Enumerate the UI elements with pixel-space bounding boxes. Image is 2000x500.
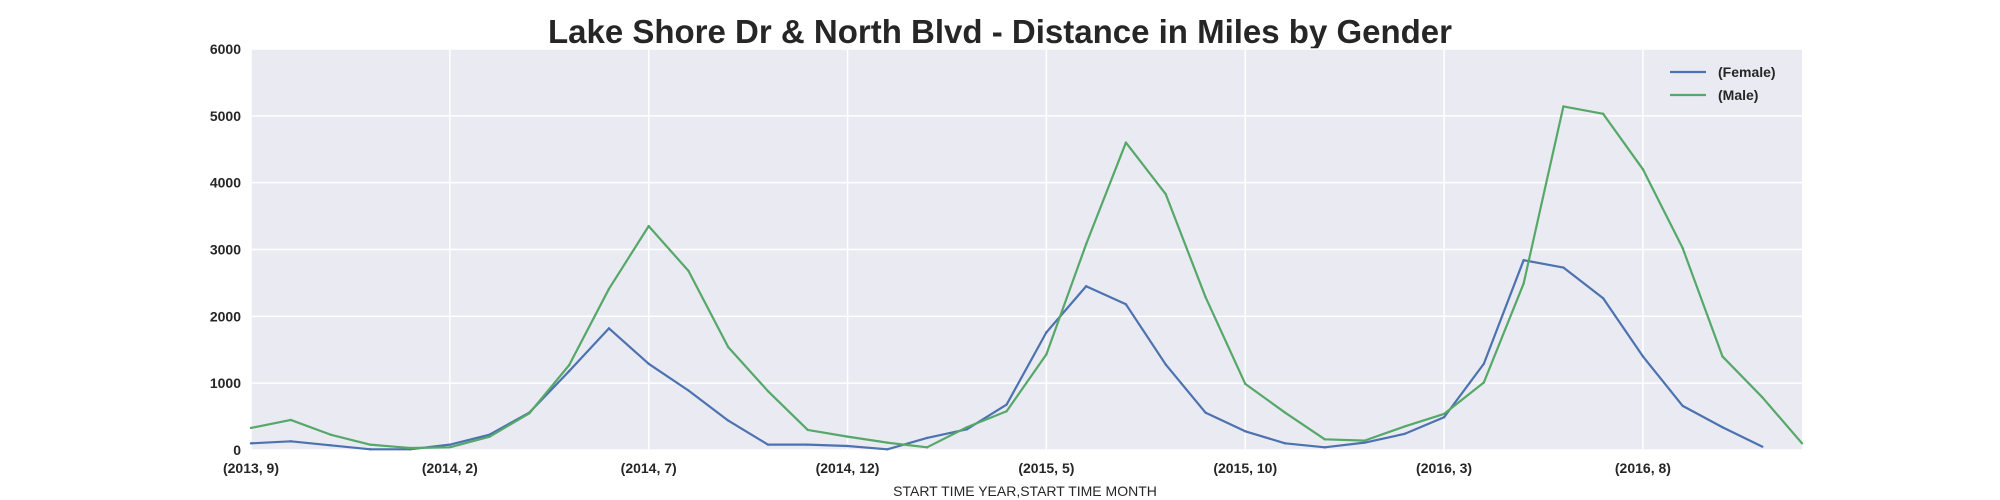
data-point <box>289 418 292 422</box>
data-point <box>1641 168 1645 171</box>
data-point <box>408 446 412 450</box>
data-point <box>567 369 571 373</box>
data-point <box>1164 192 1167 196</box>
data-point <box>925 436 929 440</box>
legend-label: (Male) <box>1718 87 1758 103</box>
data-point <box>1124 303 1128 306</box>
series-line-2 <box>250 105 1803 450</box>
data-point <box>1761 445 1764 448</box>
x-tick-label: (2015, 10) <box>1213 460 1277 476</box>
chart-title: Lake Shore Dr & North Blvd - Distance in… <box>548 13 1452 50</box>
x-tick-label: (2015, 5) <box>1018 460 1074 476</box>
data-point <box>1522 258 1525 262</box>
x-tick-label: (2013, 9) <box>223 460 279 476</box>
data-point <box>1363 441 1366 444</box>
data-point <box>766 389 770 393</box>
data-point <box>1721 355 1724 358</box>
data-point <box>1244 430 1247 433</box>
data-point <box>1283 411 1287 414</box>
data-point <box>567 363 571 367</box>
data-point <box>1204 411 1207 414</box>
data-point <box>1562 105 1565 108</box>
data-point <box>1045 331 1048 334</box>
data-point <box>1681 404 1684 408</box>
data-point <box>1442 416 1446 419</box>
data-point <box>488 435 491 438</box>
legend-label: (Female) <box>1718 64 1776 80</box>
data-point <box>806 443 809 446</box>
y-tick-label: 0 <box>233 442 241 458</box>
data-point <box>1204 295 1207 299</box>
data-point <box>647 362 650 365</box>
y-tick-label: 6000 <box>210 41 241 57</box>
data-point <box>1442 412 1446 416</box>
data-point <box>1522 282 1525 285</box>
data-point <box>1681 246 1684 250</box>
data-point <box>1601 112 1605 116</box>
data-point <box>1562 266 1565 269</box>
x-tick-label: (2016, 8) <box>1615 460 1671 476</box>
x-tick-label: (2014, 12) <box>816 460 880 476</box>
data-point <box>1482 362 1486 365</box>
data-point <box>846 444 849 448</box>
data-point <box>607 287 611 291</box>
data-point <box>1124 141 1128 144</box>
y-tick-label: 3000 <box>210 242 241 258</box>
data-point <box>727 345 730 349</box>
data-point <box>448 443 452 446</box>
data-point <box>249 426 253 430</box>
data-point <box>1323 438 1326 441</box>
plot-area: 0 1000 2000 3000 4000 5000 6000 (2013, 9) (2014,… <box>210 41 1804 476</box>
data-point <box>1800 442 1804 445</box>
data-point <box>766 443 770 446</box>
data-point <box>448 446 452 449</box>
data-point <box>249 442 253 445</box>
y-tick-label: 5000 <box>210 108 241 124</box>
data-point <box>1601 297 1605 300</box>
data-point <box>1084 285 1088 288</box>
data-point <box>1005 410 1008 413</box>
y-tick-label: 2000 <box>210 308 241 324</box>
data-point <box>727 419 730 422</box>
x-tick-label: (2014, 2) <box>422 460 478 476</box>
data-point <box>846 435 849 438</box>
data-point <box>329 433 332 436</box>
data-point <box>886 448 889 451</box>
data-point <box>528 412 531 415</box>
data-point <box>925 446 929 449</box>
x-axis-label: START TIME YEAR,START TIME MONTH <box>893 483 1157 499</box>
data-point <box>1323 446 1326 449</box>
data-point <box>1761 396 1764 399</box>
x-tick-label: (2016, 3) <box>1416 460 1472 476</box>
data-point <box>1641 355 1645 358</box>
data-point <box>1721 426 1724 429</box>
data-point <box>1164 363 1167 366</box>
data-point <box>369 443 372 446</box>
data-point <box>1403 425 1406 428</box>
data-point <box>1045 353 1048 356</box>
data-point <box>1084 242 1088 246</box>
data-point <box>369 448 372 451</box>
data-point <box>1363 439 1366 442</box>
data-point <box>1482 381 1486 384</box>
data-point <box>1283 442 1287 445</box>
data-point <box>607 327 611 330</box>
data-point <box>687 269 690 273</box>
data-point <box>886 441 889 444</box>
data-point <box>647 224 650 228</box>
y-tick-label: 1000 <box>210 375 241 391</box>
data-point <box>1244 382 1247 386</box>
y-tick-label: 4000 <box>210 175 241 191</box>
data-point <box>806 428 809 432</box>
data-point <box>1005 403 1008 406</box>
data-point <box>329 444 332 447</box>
data-point <box>289 440 292 443</box>
data-point <box>687 389 690 392</box>
data-point <box>1403 432 1406 436</box>
data-point <box>965 426 969 429</box>
x-tick-label: (2014, 7) <box>621 460 677 476</box>
